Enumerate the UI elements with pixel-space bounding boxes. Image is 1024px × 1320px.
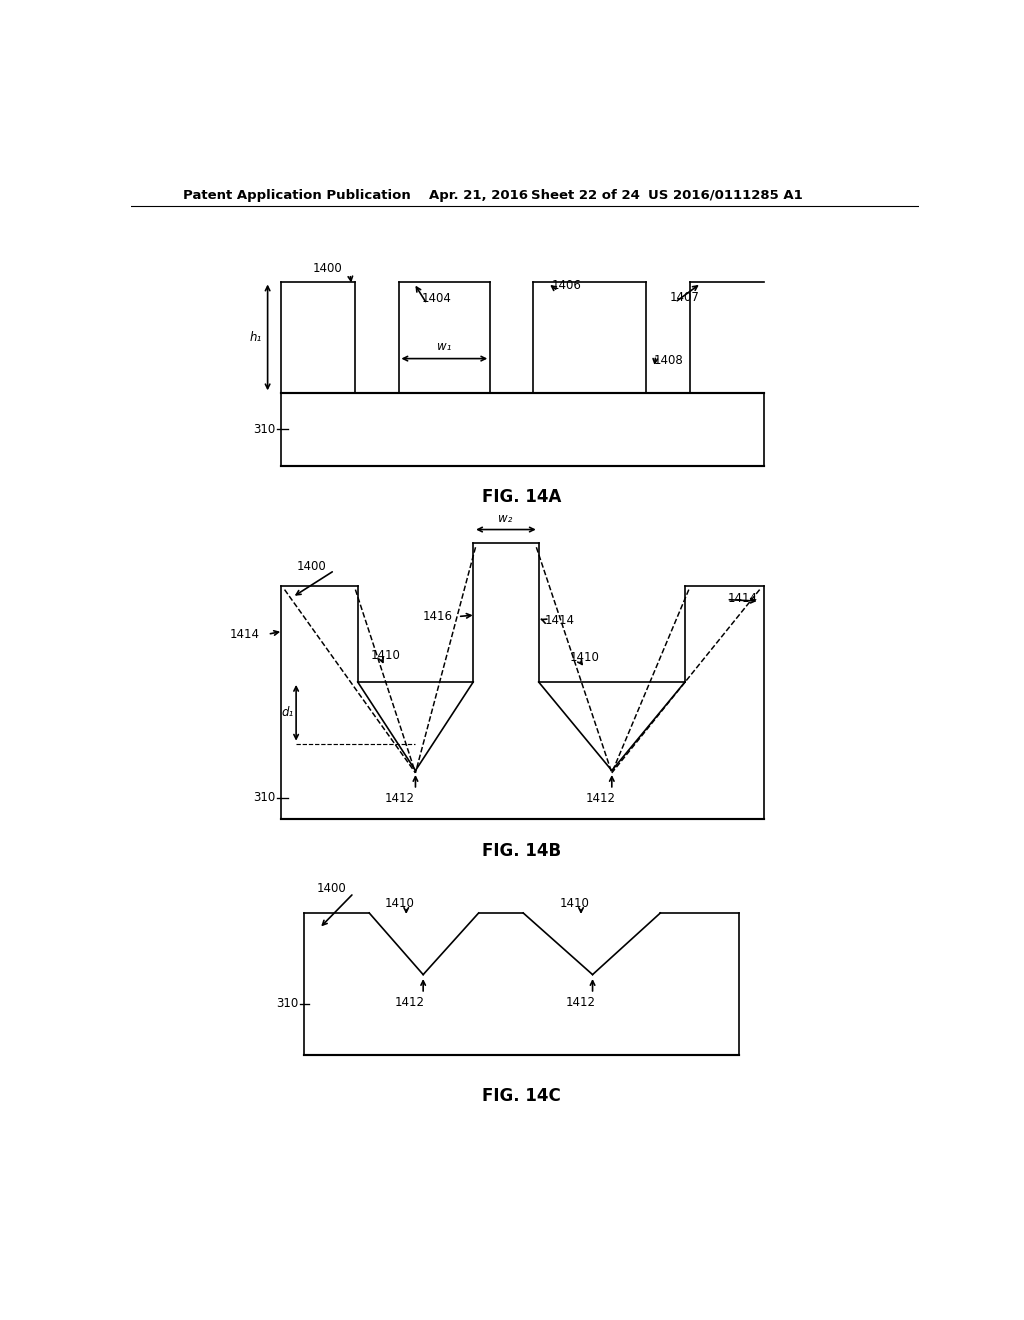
Text: 1400: 1400: [316, 882, 346, 895]
Text: 1404: 1404: [422, 292, 452, 305]
Text: 1410: 1410: [385, 898, 415, 911]
Text: FIG. 14A: FIG. 14A: [482, 488, 561, 506]
Text: 1400: 1400: [297, 560, 327, 573]
Text: h₁: h₁: [250, 330, 262, 343]
Text: 1410: 1410: [371, 648, 400, 661]
Text: Patent Application Publication: Patent Application Publication: [183, 189, 411, 202]
Text: FIG. 14B: FIG. 14B: [482, 842, 561, 861]
Text: 1410: 1410: [569, 651, 599, 664]
Text: FIG. 14C: FIG. 14C: [482, 1088, 561, 1105]
Text: 1414: 1414: [230, 628, 260, 640]
Text: 1416: 1416: [423, 610, 453, 623]
Text: 1410: 1410: [560, 898, 590, 911]
Text: 310: 310: [253, 791, 275, 804]
Text: d₁: d₁: [282, 706, 294, 719]
Text: w₂: w₂: [499, 512, 513, 525]
Text: w₁: w₁: [437, 339, 452, 352]
Text: Sheet 22 of 24: Sheet 22 of 24: [531, 189, 640, 202]
Text: 1412: 1412: [394, 997, 424, 1010]
Text: 1406: 1406: [552, 279, 582, 292]
Text: 310: 310: [253, 422, 275, 436]
Text: Apr. 21, 2016: Apr. 21, 2016: [429, 189, 528, 202]
Text: 1412: 1412: [385, 792, 415, 805]
Text: 1408: 1408: [654, 354, 684, 367]
Text: 1412: 1412: [566, 997, 596, 1010]
Text: 1412: 1412: [586, 792, 615, 805]
Text: US 2016/0111285 A1: US 2016/0111285 A1: [648, 189, 803, 202]
Text: 1414: 1414: [727, 593, 758, 606]
Text: 1414: 1414: [545, 614, 574, 627]
Text: 1407: 1407: [670, 290, 699, 304]
Text: 1400: 1400: [312, 261, 342, 275]
Text: 310: 310: [276, 998, 298, 1010]
